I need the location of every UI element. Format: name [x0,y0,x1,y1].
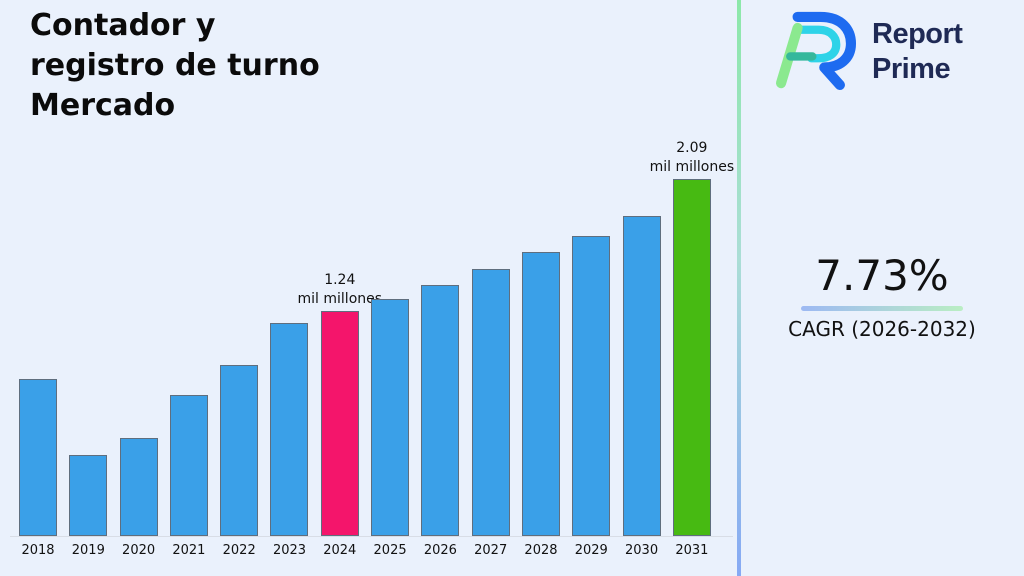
brand-name: Report Prime [872,17,963,87]
bar-2021 [169,395,208,536]
bar-2020 [119,438,158,536]
bar-2027 [471,269,510,536]
bar-2026 [421,285,460,536]
x-tick-2021: 2021 [172,543,206,558]
x-tick-2031: 2031 [675,543,709,558]
x-tick-2024: 2024 [323,543,357,558]
bar-2024: 1.24 mil millones [298,272,382,536]
x-tick-2026: 2026 [423,543,457,558]
x-tick-2019: 2019 [71,543,105,558]
brand-name-line1: Report [872,18,963,50]
bars: 1.24 mil millones 2.09 mil millones [19,136,734,536]
bar-2028 [521,252,560,536]
x-tick-2023: 2023 [272,543,307,558]
cagr-value: 7.73% [815,251,949,300]
cagr-panel: 7.73% CAGR (2026-2032) [740,251,1024,342]
bar-2031: 2.09 mil millones [650,140,734,536]
cagr-underline [801,306,963,311]
report-prime-logo-icon [775,11,857,91]
x-tick-2030: 2030 [625,543,659,558]
x-tick-2029: 2029 [574,543,608,558]
x-tick-2028: 2028 [524,543,558,558]
bar-2029 [572,236,611,536]
cagr-label: CAGR (2026-2032) [788,317,976,341]
x-tick-2027: 2027 [474,543,508,558]
x-tick-2020: 2020 [122,543,156,558]
x-axis-line [10,536,733,537]
x-tick-2025: 2025 [373,543,407,558]
bar-annotation-2024: 1.24 mil millones [297,272,383,307]
bar-2022 [220,365,259,536]
page-title: Contador y registro de turno Mercado [30,8,320,123]
bar-2025 [371,299,410,536]
brand-block: Report Prime [770,8,963,92]
x-tick-2022: 2022 [222,543,256,558]
bar-annotation-2031: 2.09 mil millones [649,140,735,175]
bar-2023 [270,323,309,536]
bar-2018 [19,379,57,536]
x-axis-ticks: 2018 2019 2020 2021 2022 2023 2024 2025 2026 2027… [13,543,717,558]
x-tick-2018: 2018 [21,543,55,558]
panel-divider [737,0,741,576]
bar-2030 [622,216,661,536]
brand-name-line2: Prime [872,53,951,85]
bar-2019 [69,455,108,536]
